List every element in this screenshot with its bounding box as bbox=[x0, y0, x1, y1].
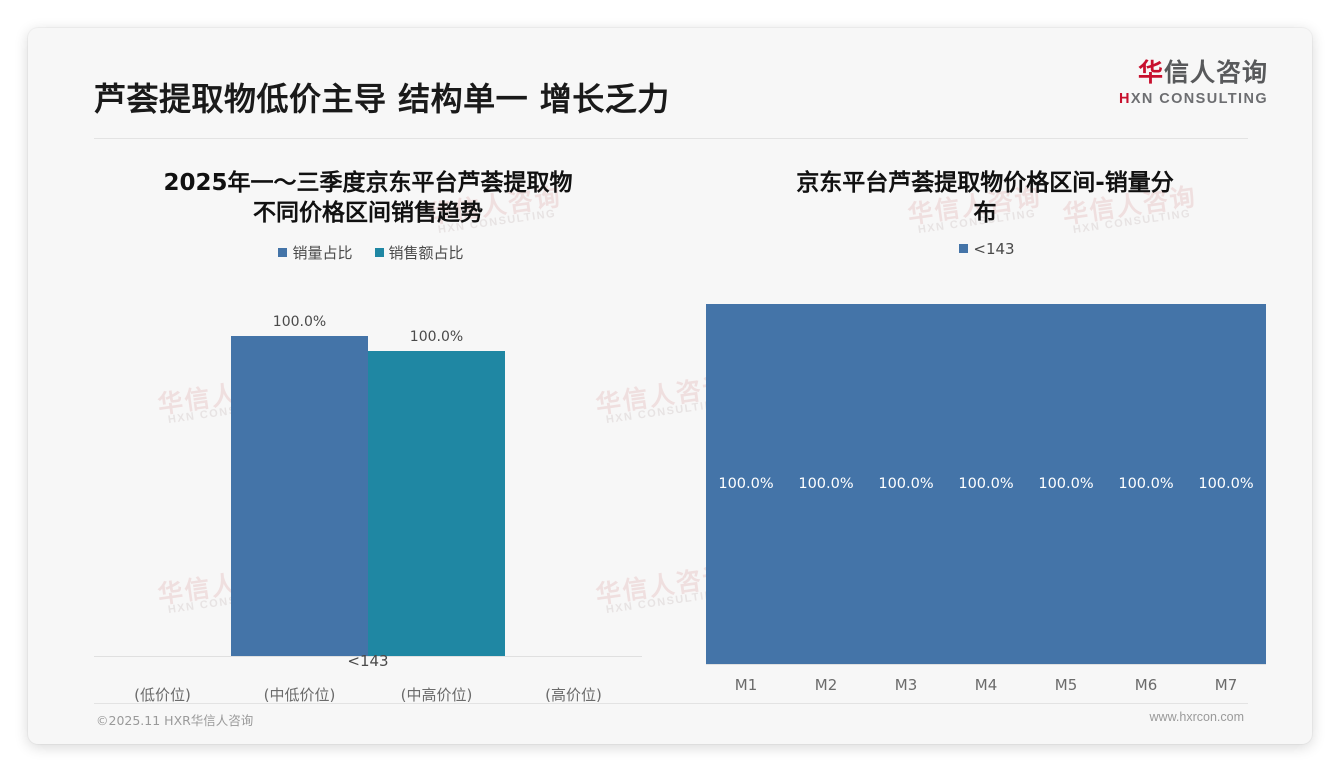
legend-swatch-blue-icon bbox=[278, 248, 288, 258]
chart-panel-right: 京东平台芦荟提取物价格区间-销量分 布 <143 100.0% bbox=[668, 146, 1312, 718]
footer-divider bbox=[94, 703, 1248, 704]
logo-cn-red: 华 bbox=[1137, 58, 1164, 87]
bar-m3[interactable]: 100.0% bbox=[866, 304, 946, 665]
page-title: 芦荟提取物低价主导 结构单一 增长乏力 bbox=[94, 80, 670, 118]
slide-footer: ©2025.11 HXR华信人咨询 www.hxrcon.com bbox=[28, 708, 1312, 730]
bar-label-clip: 100.0% bbox=[1106, 304, 1186, 665]
legend-label: <143 bbox=[973, 239, 1015, 258]
footer-website[interactable]: www.hxrcon.com bbox=[1149, 710, 1244, 724]
xaxis-label-m7: M7 bbox=[1214, 675, 1238, 694]
chart-left-title-line1: 2025年一～三季度京东平台芦荟提取物 bbox=[163, 170, 573, 196]
bar-label-clip: 100.0% bbox=[706, 304, 786, 665]
logo-en-red: H bbox=[1118, 91, 1131, 107]
logo-en-rest: XN CONSULTING bbox=[1130, 91, 1268, 107]
bar-m5[interactable]: 100.0% bbox=[1026, 304, 1106, 665]
bar-label-clip: 100.0% bbox=[1026, 304, 1106, 665]
xaxis-label: (低价位) bbox=[134, 685, 191, 704]
legend-item-price-range[interactable]: <143 bbox=[959, 239, 1015, 258]
xaxis-label-m6: M6 bbox=[1134, 675, 1158, 694]
bar-label-clip: 100.0% bbox=[1186, 304, 1266, 665]
bar-slot-sales-amount: 100.0% bbox=[368, 277, 505, 657]
chart-right-xaxis-labels: M1 M2 M3 M4 M5 M6 M7 bbox=[706, 676, 1266, 694]
bar-label-clip: 100.0% bbox=[786, 304, 866, 665]
legend-item-sales-volume-share[interactable]: 销量占比 bbox=[278, 242, 353, 263]
bar-label: 100.0% bbox=[409, 328, 464, 345]
bar-slot-m5: 100.0% bbox=[1026, 273, 1106, 665]
bar-label-clip: 100.0% bbox=[866, 304, 946, 665]
chart-left-title-line2: 不同价格区间销售趋势 bbox=[253, 200, 483, 227]
logo-cn-text: 华信人咨询 bbox=[1119, 60, 1268, 85]
slide-card: 华信人咨询 HXN CONSULTING 华信人咨询 HXN CONSULTIN… bbox=[28, 28, 1312, 744]
chart-right-legend: <143 bbox=[690, 239, 1266, 259]
bar-slot-sales-volume: 100.0% bbox=[231, 277, 368, 657]
logo-en-text: HXN CONSULTING bbox=[1119, 92, 1268, 107]
bar-slot-empty bbox=[94, 277, 231, 657]
legend-label: 销量占比 bbox=[292, 244, 353, 263]
chart-right-plot: 100.0% 100.0% bbox=[706, 273, 1266, 665]
legend-swatch-teal-icon bbox=[374, 248, 384, 258]
logo-cn-rest: 信人咨询 bbox=[1163, 58, 1268, 87]
bar-label: 100.0% bbox=[878, 476, 934, 493]
bar-label: 100.0% bbox=[272, 313, 327, 330]
chart-left-xaxis-labels: <143 (低价位) (中低价位) (中高价位) (高价位) bbox=[94, 652, 642, 705]
chart-right-bars: 100.0% 100.0% bbox=[706, 273, 1266, 665]
chart-panel-left: 2025年一～三季度京东平台芦荟提取物 不同价格区间销售趋势 销量占比 销售额占… bbox=[28, 146, 668, 718]
chart-left-title: 2025年一～三季度京东平台芦荟提取物 不同价格区间销售趋势 bbox=[70, 146, 646, 229]
bar-m2[interactable]: 100.0% bbox=[786, 304, 866, 665]
bar-slot-empty bbox=[505, 277, 642, 657]
bar-m7[interactable]: 100.0% bbox=[1186, 304, 1266, 665]
xaxis-label: (中高价位) bbox=[400, 685, 473, 704]
bar-slot-m6: 100.0% bbox=[1106, 273, 1186, 665]
xaxis-label-m5: M5 bbox=[1054, 675, 1078, 694]
bar-slot-m4: 100.0% bbox=[946, 273, 1026, 665]
bar-m6[interactable]: 100.0% bbox=[1106, 304, 1186, 665]
bar-label: 100.0% bbox=[1038, 476, 1094, 493]
xaxis-label: (高价位) bbox=[545, 685, 602, 704]
chart-left-legend: 销量占比 销售额占比 bbox=[70, 243, 646, 263]
xaxis-label-m2: M2 bbox=[814, 675, 838, 694]
chart-left-group-label: <143 bbox=[347, 651, 389, 670]
bar-sales-volume-share[interactable] bbox=[231, 335, 368, 657]
logo: 华信人咨询 HXN CONSULTING bbox=[1119, 60, 1268, 107]
xaxis-label-m3: M3 bbox=[894, 675, 918, 694]
bar-sales-amount-share[interactable] bbox=[368, 350, 505, 657]
chart-right-title: 京东平台芦荟提取物价格区间-销量分 布 bbox=[690, 146, 1266, 229]
bar-label: 100.0% bbox=[958, 476, 1014, 493]
chart-left-plot: 100.0% 100.0% bbox=[94, 277, 642, 657]
chart-left-bars: 100.0% 100.0% bbox=[94, 277, 642, 657]
header-divider bbox=[94, 138, 1248, 139]
slide-header: 芦荟提取物低价主导 结构单一 增长乏力 华信人咨询 HXN CONSULTING bbox=[28, 28, 1312, 118]
chart-left-axis-line bbox=[94, 655, 642, 657]
chart-right-axis-line bbox=[706, 663, 1266, 665]
bar-label-clip: 100.0% bbox=[946, 304, 1026, 665]
bar-slot-m2: 100.0% bbox=[786, 273, 866, 665]
bar-label: 100.0% bbox=[1118, 476, 1174, 493]
xaxis-label-m1: M1 bbox=[734, 675, 758, 694]
legend-item-sales-amount-share[interactable]: 销售额占比 bbox=[374, 242, 464, 263]
legend-swatch-blue-icon bbox=[959, 244, 969, 254]
bar-slot-m3: 100.0% bbox=[866, 273, 946, 665]
bar-slot-m1: 100.0% bbox=[706, 273, 786, 665]
bar-m1[interactable]: 100.0% bbox=[706, 304, 786, 665]
xaxis-label-m4: M4 bbox=[974, 675, 998, 694]
bar-label: 100.0% bbox=[718, 476, 774, 493]
xaxis-label: (中低价位) bbox=[263, 685, 336, 704]
footer-copyright: ©2025.11 HXR华信人咨询 bbox=[96, 713, 254, 728]
legend-label: 销售额占比 bbox=[388, 244, 464, 263]
chart-right-title-line1: 京东平台芦荟提取物价格区间-销量分 bbox=[796, 170, 1174, 196]
bar-m4[interactable]: 100.0% bbox=[946, 304, 1026, 665]
charts-container: 2025年一～三季度京东平台芦荟提取物 不同价格区间销售趋势 销量占比 销售额占… bbox=[28, 146, 1312, 718]
bar-label: 100.0% bbox=[1198, 476, 1254, 493]
bar-label: 100.0% bbox=[798, 476, 854, 493]
chart-right-title-line2: 布 bbox=[973, 200, 997, 227]
bar-slot-m7: 100.0% bbox=[1186, 273, 1266, 665]
